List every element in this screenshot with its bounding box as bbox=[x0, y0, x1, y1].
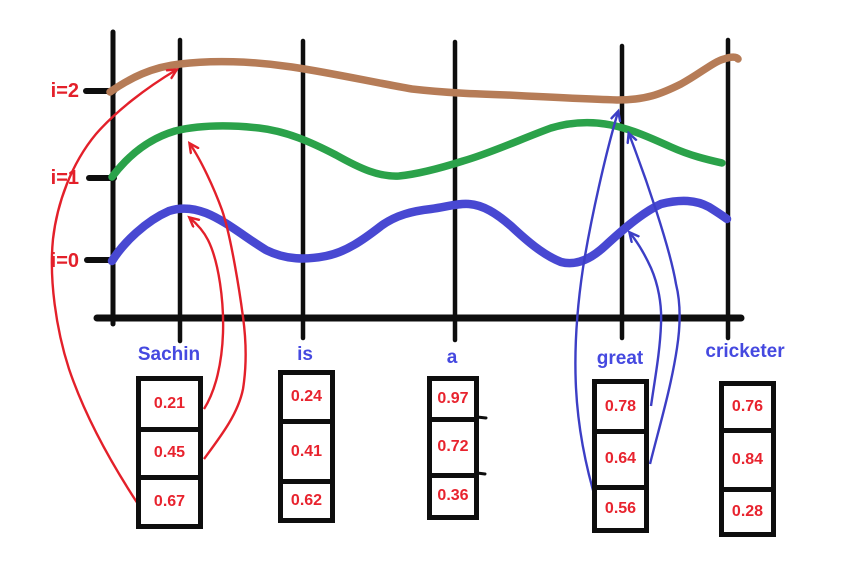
word-label-is: is bbox=[297, 344, 313, 365]
vector-value: 0.36 bbox=[432, 472, 474, 515]
vector-box-great: 0.78 0.64 0.56 bbox=[592, 379, 649, 533]
vector-value: 0.76 bbox=[731, 397, 764, 415]
vector-value: 0.64 bbox=[597, 429, 644, 484]
blue-arrow-056-to-i2 bbox=[574, 112, 618, 505]
vector-value: 0.56 bbox=[597, 484, 644, 528]
vector-value: 0.24 bbox=[290, 388, 323, 406]
red-arrow-045-to-i1 bbox=[190, 144, 247, 460]
curve-i0 bbox=[107, 196, 732, 268]
red-arrow-021-to-i0 bbox=[190, 218, 225, 410]
row-label-i1: i=1 bbox=[50, 167, 79, 189]
curve-i2 bbox=[106, 53, 742, 104]
blue-arrow-064-to-i1 bbox=[629, 134, 681, 465]
vector-value: 0.45 bbox=[141, 426, 198, 476]
vector-value: 0.62 bbox=[283, 479, 330, 518]
vector-value: 0.21 bbox=[153, 394, 186, 412]
word-label-cricketer: cricketer bbox=[705, 341, 785, 362]
word-label-sachin: Sachin bbox=[137, 344, 201, 365]
vector-value: 0.28 bbox=[724, 486, 771, 532]
vector-value: 0.41 bbox=[283, 419, 330, 479]
vector-box-is: 0.24 0.41 0.62 bbox=[278, 370, 335, 523]
row-label-i2: i=2 bbox=[50, 80, 79, 102]
vector-value: 0.97 bbox=[437, 389, 469, 407]
vector-value: 0.78 bbox=[604, 397, 637, 415]
vector-box-cricketer: 0.76 0.84 0.28 bbox=[719, 381, 776, 537]
red-arrow-067-to-i2 bbox=[50, 70, 176, 505]
vector-box-a: 0.97 0.72 0.36 bbox=[427, 376, 479, 520]
word-label-great: great bbox=[596, 348, 644, 369]
vector-value: 0.84 bbox=[724, 427, 771, 487]
vector-value: 0.72 bbox=[432, 416, 474, 473]
vector-value: 0.67 bbox=[141, 475, 198, 524]
vector-box-sachin: 0.21 0.45 0.67 bbox=[136, 376, 203, 529]
word-label-a: a bbox=[446, 347, 458, 368]
blue-arrow-078-to-i0 bbox=[630, 233, 663, 407]
row-label-i0: i=0 bbox=[50, 250, 79, 272]
